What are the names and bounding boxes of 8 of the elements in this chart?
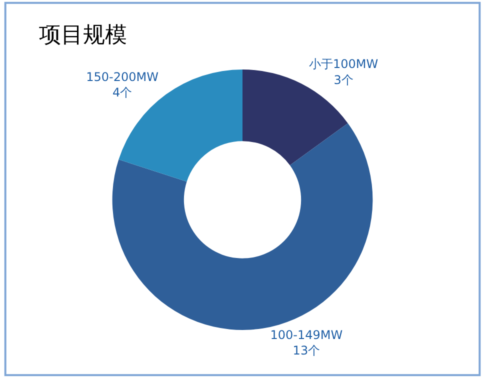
data-label: 13个 <box>292 344 320 358</box>
donut-slice <box>112 123 373 330</box>
slice-label: 150-200MW <box>86 70 159 84</box>
data-label: 3个 <box>334 72 354 87</box>
slice-label: 小于100MW <box>309 57 378 72</box>
chart-title: 项目规模 <box>38 22 127 48</box>
data-label: 4个 <box>112 86 132 100</box>
slice-label: 100-149MW <box>270 328 343 342</box>
